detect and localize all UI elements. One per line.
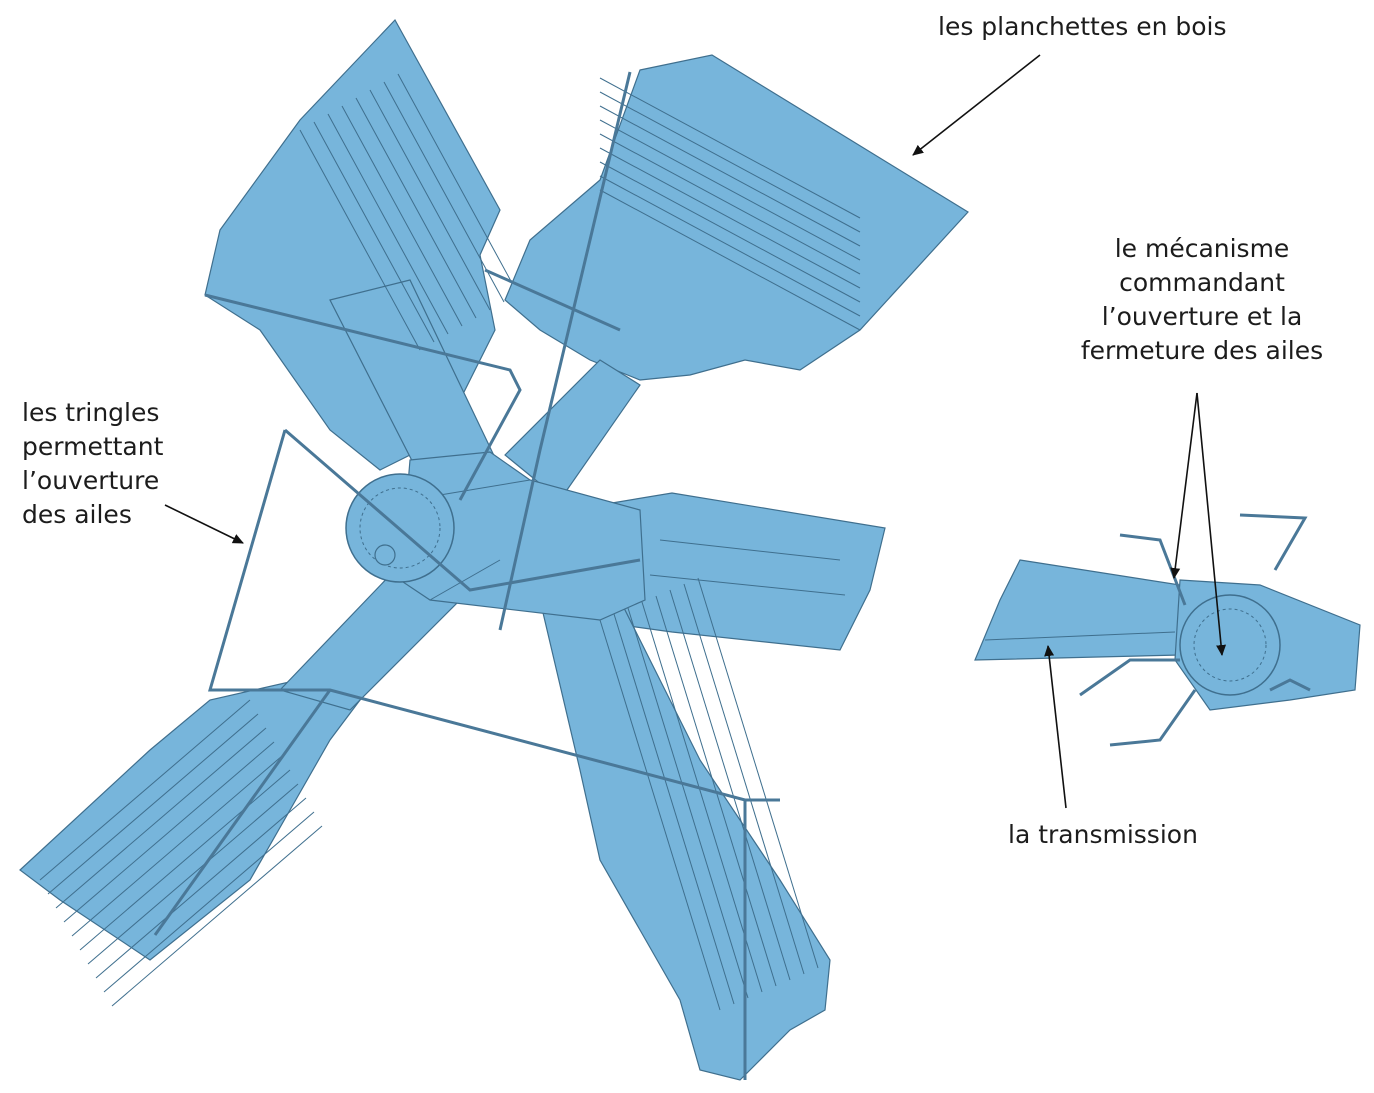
sail-upper-right [504,54,969,501]
wood-slat [87,783,299,965]
wood-slat [599,77,861,219]
wood-slat [697,577,819,969]
arrow-transmission [1044,645,1067,809]
wood-slat [313,121,435,343]
wood-slat [111,825,323,1007]
arrow-mecanisme-2 [1196,392,1227,656]
wood-slat [95,797,307,979]
mechanism-gear [1179,594,1281,696]
wood-slat [641,601,763,993]
arrow-mecanisme-1 [1170,392,1198,579]
wood-slat [299,129,421,351]
wood-slat [599,119,861,261]
wood-slat [599,105,861,247]
label-transmission: la transmission [1008,818,1248,852]
wood-slat [627,607,749,999]
label-line: les tringles [22,398,160,427]
wood-slat [599,189,861,331]
wood-slat [613,613,735,1005]
label-line: permettant [22,432,164,461]
label-line: la transmission [1008,820,1198,849]
label-line: des ailes [22,500,132,529]
wood-slat [341,105,463,327]
wood-slat [599,133,861,275]
label-line: les planchettes en bois [938,12,1227,41]
transmission-shaft [974,559,1181,661]
wood-slat [71,755,283,937]
wood-slat [599,91,861,233]
wood-slat [39,699,251,881]
wood-slat [63,741,275,923]
sail-lower-left [19,569,462,1007]
label-planchettes: les planchettes en bois [938,10,1278,44]
sail-lower-right [539,577,831,1081]
arrow-planchettes [912,54,1041,156]
label-line: l’ouverture [22,466,160,495]
wood-slat [599,147,861,289]
wood-slat [683,583,805,975]
wood-slat [599,161,861,303]
callout-arrows [164,54,1227,809]
label-line: le mécanisme [1114,234,1290,263]
label-line: l’ouverture et la [1101,302,1303,331]
wood-slat [47,713,259,895]
wood-slat [369,89,491,311]
windmill-sails [19,18,969,1081]
wood-slat [327,113,449,335]
wood-slat [55,727,267,909]
label-tringles: les tringles permettant l’ouverture des … [22,396,222,532]
label-mecanisme: le mécanisme commandant l’ouverture et l… [1052,232,1352,368]
wood-slat [103,811,315,993]
mechanism-detail [974,513,1361,747]
wood-slat [397,73,519,295]
arrow-tringles [164,504,244,544]
wood-slat [355,97,477,319]
wood-slat [599,619,721,1011]
label-line: commandant [1119,268,1285,297]
wood-slat [383,81,505,303]
wood-slat [79,769,291,951]
wood-slat [599,175,861,317]
label-line: fermeture des ailes [1080,336,1324,365]
tringles-rods [153,71,780,1080]
hub [399,451,646,621]
wood-slat [669,589,791,981]
